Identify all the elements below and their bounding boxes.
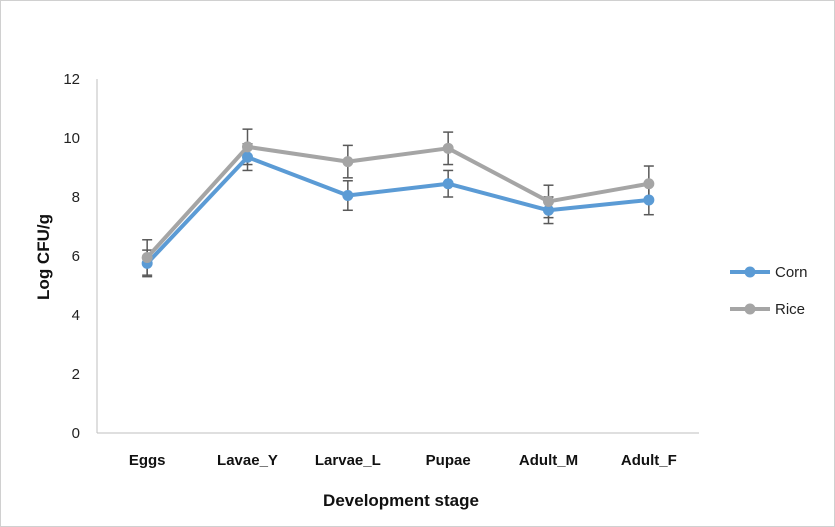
x-tick-label: Eggs bbox=[129, 452, 166, 469]
y-tick-label: 10 bbox=[63, 130, 80, 147]
legend-label-rice: Rice bbox=[775, 301, 805, 318]
legend-item-corn: Corn bbox=[730, 264, 808, 281]
y-tick-label: 0 bbox=[72, 425, 80, 442]
x-tick-label: Larvae_L bbox=[315, 452, 381, 469]
data-point-rice bbox=[242, 141, 253, 153]
series-lines bbox=[145, 144, 650, 265]
y-tick-labels: 0 2 4 6 8 10 12 bbox=[63, 71, 80, 442]
x-tick-label: Adult_F bbox=[621, 452, 677, 469]
x-axis-title: Development stage bbox=[323, 491, 479, 510]
data-point-corn bbox=[342, 190, 354, 202]
data-point-rice bbox=[342, 156, 354, 168]
y-tick-label: 4 bbox=[72, 307, 80, 324]
y-tick-label: 6 bbox=[72, 248, 80, 265]
legend-label-corn: Corn bbox=[775, 264, 808, 281]
x-tick-labels: Eggs Lavae_Y Larvae_L Pupae Adult_M Adult_F bbox=[129, 452, 677, 469]
data-point-rice bbox=[543, 195, 554, 207]
legend-item-rice: Rice bbox=[730, 301, 805, 318]
data-point-corn bbox=[643, 194, 655, 206]
x-tick-label: Pupae bbox=[426, 452, 471, 469]
data-point-corn bbox=[543, 204, 554, 216]
legend-marker-corn bbox=[744, 266, 756, 278]
data-point-corn bbox=[242, 151, 253, 163]
series-line-corn bbox=[145, 155, 650, 265]
y-tick-label: 8 bbox=[72, 189, 80, 206]
axes bbox=[96, 79, 699, 434]
data-point-rice bbox=[141, 251, 153, 263]
legend: Corn Rice bbox=[730, 264, 808, 318]
series-line-rice bbox=[145, 144, 650, 259]
error-bars bbox=[142, 128, 654, 278]
legend-marker-rice bbox=[744, 303, 756, 315]
y-tick-label: 2 bbox=[72, 366, 80, 383]
x-tick-label: Lavae_Y bbox=[217, 452, 278, 469]
data-point-rice bbox=[643, 178, 655, 190]
data-point-rice bbox=[442, 142, 454, 154]
data-point-corn bbox=[442, 178, 454, 190]
x-tick-label: Adult_M bbox=[519, 452, 578, 469]
series-markers bbox=[141, 141, 655, 269]
y-tick-label: 12 bbox=[63, 71, 80, 88]
y-axis-title: Log CFU/g bbox=[34, 214, 53, 300]
